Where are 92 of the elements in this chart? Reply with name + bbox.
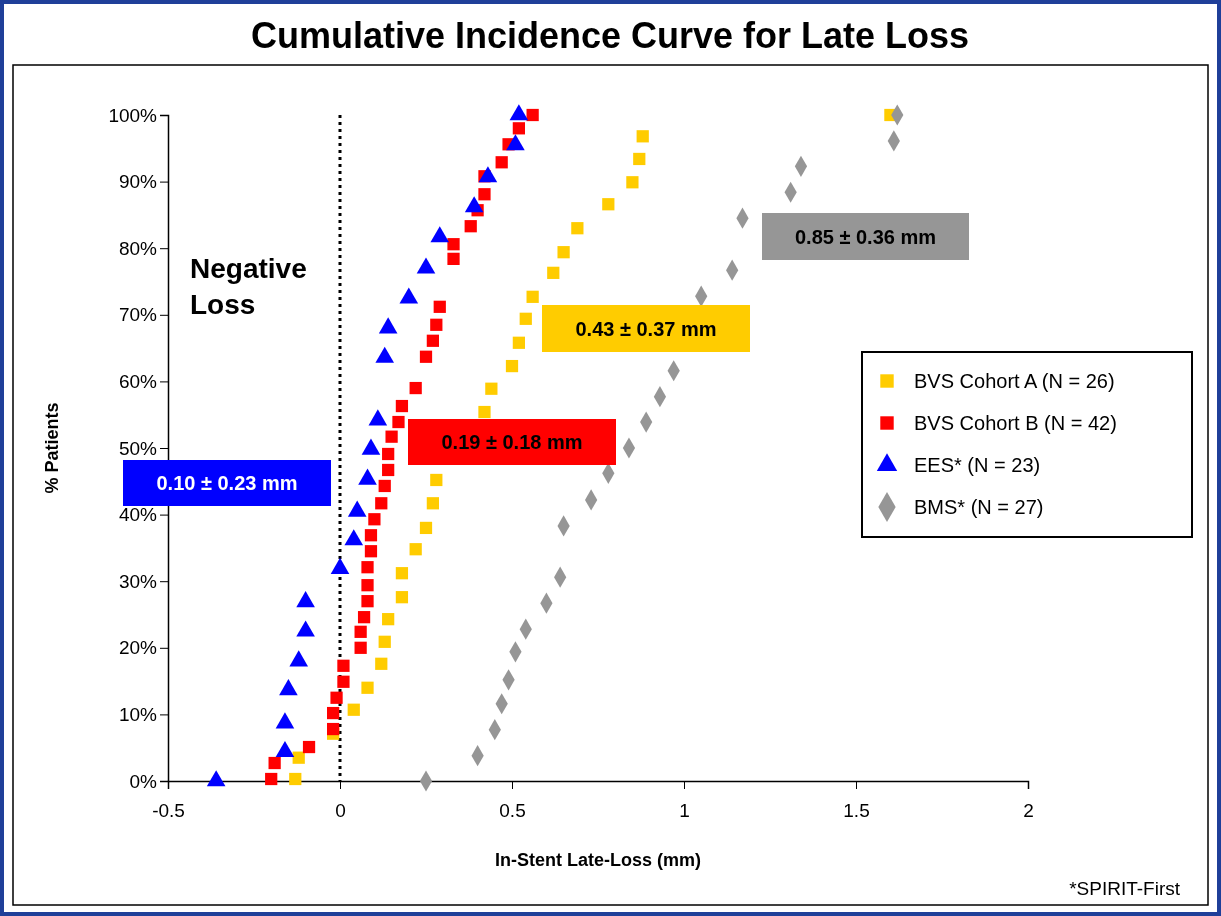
point xyxy=(478,188,491,201)
point xyxy=(330,691,343,704)
chart-title: Cumulative Incidence Curve for Late Loss xyxy=(250,15,970,56)
annotation: 0.85 ± 0.36 mm xyxy=(794,225,937,248)
annotation: 0.43 ± 0.37 mm xyxy=(575,317,717,340)
point xyxy=(368,513,381,526)
point xyxy=(392,415,405,429)
point xyxy=(375,657,388,670)
y-tick-label: 40% xyxy=(118,504,158,526)
point xyxy=(519,312,532,325)
point xyxy=(447,252,460,265)
x-tick-label: 1 xyxy=(679,799,690,821)
point xyxy=(512,122,525,135)
point xyxy=(636,130,649,143)
point xyxy=(361,595,374,608)
x-axis-title: In-Stent Late-Loss (mm) xyxy=(494,850,702,870)
y-tick-label: 20% xyxy=(118,637,158,659)
point xyxy=(464,220,477,233)
point xyxy=(378,479,391,493)
point xyxy=(419,350,433,363)
point xyxy=(361,561,374,574)
y-tick-label: 50% xyxy=(118,437,158,459)
y-tick-label: 60% xyxy=(118,370,158,392)
y-axis-title: % Patients xyxy=(42,402,62,494)
point xyxy=(433,300,446,313)
annotation: 0.10 ± 0.23 mm xyxy=(156,472,298,494)
point xyxy=(571,222,584,235)
point xyxy=(357,611,371,624)
point xyxy=(375,497,388,510)
point xyxy=(395,591,409,604)
point xyxy=(409,381,422,395)
legend-label: BVS Cohort B (N = 42) xyxy=(914,412,1117,434)
point xyxy=(395,567,409,580)
point xyxy=(289,772,302,786)
y-tick-label: 80% xyxy=(118,237,158,259)
point xyxy=(426,497,439,510)
point xyxy=(364,545,378,558)
point xyxy=(347,703,360,716)
legend-label: EES* (N = 23) xyxy=(914,454,1041,476)
point xyxy=(526,108,539,122)
legend-label: BVS Cohort A (N = 26) xyxy=(914,370,1115,392)
x-tick-label: 0 xyxy=(335,799,346,821)
y-tick-label: 0% xyxy=(129,770,158,792)
point xyxy=(478,405,491,419)
point xyxy=(354,641,367,654)
point xyxy=(327,706,340,720)
point xyxy=(361,681,374,694)
point xyxy=(327,722,340,736)
x-tick-label: 1.5 xyxy=(843,799,870,821)
point xyxy=(485,382,498,395)
point xyxy=(268,756,281,770)
point xyxy=(382,447,395,461)
point xyxy=(633,152,646,166)
point xyxy=(512,336,525,349)
point xyxy=(505,359,519,373)
point xyxy=(447,238,460,251)
point xyxy=(302,740,316,754)
point xyxy=(354,625,367,638)
x-tick-label: 2 xyxy=(1023,799,1034,821)
point xyxy=(337,659,350,672)
point xyxy=(382,463,395,477)
annotation: 0.19 ± 0.18 mm xyxy=(441,431,583,453)
point xyxy=(409,543,422,556)
y-tick-label: 100% xyxy=(108,104,158,126)
point xyxy=(292,751,305,764)
y-tick-label: 70% xyxy=(118,304,158,326)
point xyxy=(426,334,439,347)
point xyxy=(382,613,395,626)
point xyxy=(430,473,443,487)
point xyxy=(364,529,378,542)
point xyxy=(385,430,398,443)
point xyxy=(557,246,570,259)
point xyxy=(547,266,560,279)
point xyxy=(337,675,350,688)
point xyxy=(430,318,443,331)
annotation: Negative Loss xyxy=(190,253,307,320)
x-tick-label: -0.5 xyxy=(152,799,185,821)
x-tick-label: 0.5 xyxy=(499,799,526,821)
point xyxy=(526,290,539,303)
y-tick-label: 30% xyxy=(118,570,158,592)
point xyxy=(495,156,508,169)
text: *SPIRIT-First xyxy=(1069,878,1181,899)
point xyxy=(602,198,615,211)
y-tick-label: 10% xyxy=(118,703,158,725)
point xyxy=(419,521,433,535)
point xyxy=(378,635,391,648)
point xyxy=(626,176,639,189)
y-tick-label: 90% xyxy=(118,171,158,193)
legend-label: BMS* (N = 27) xyxy=(914,496,1044,518)
point xyxy=(265,772,278,786)
point xyxy=(361,579,374,592)
point xyxy=(395,399,409,413)
